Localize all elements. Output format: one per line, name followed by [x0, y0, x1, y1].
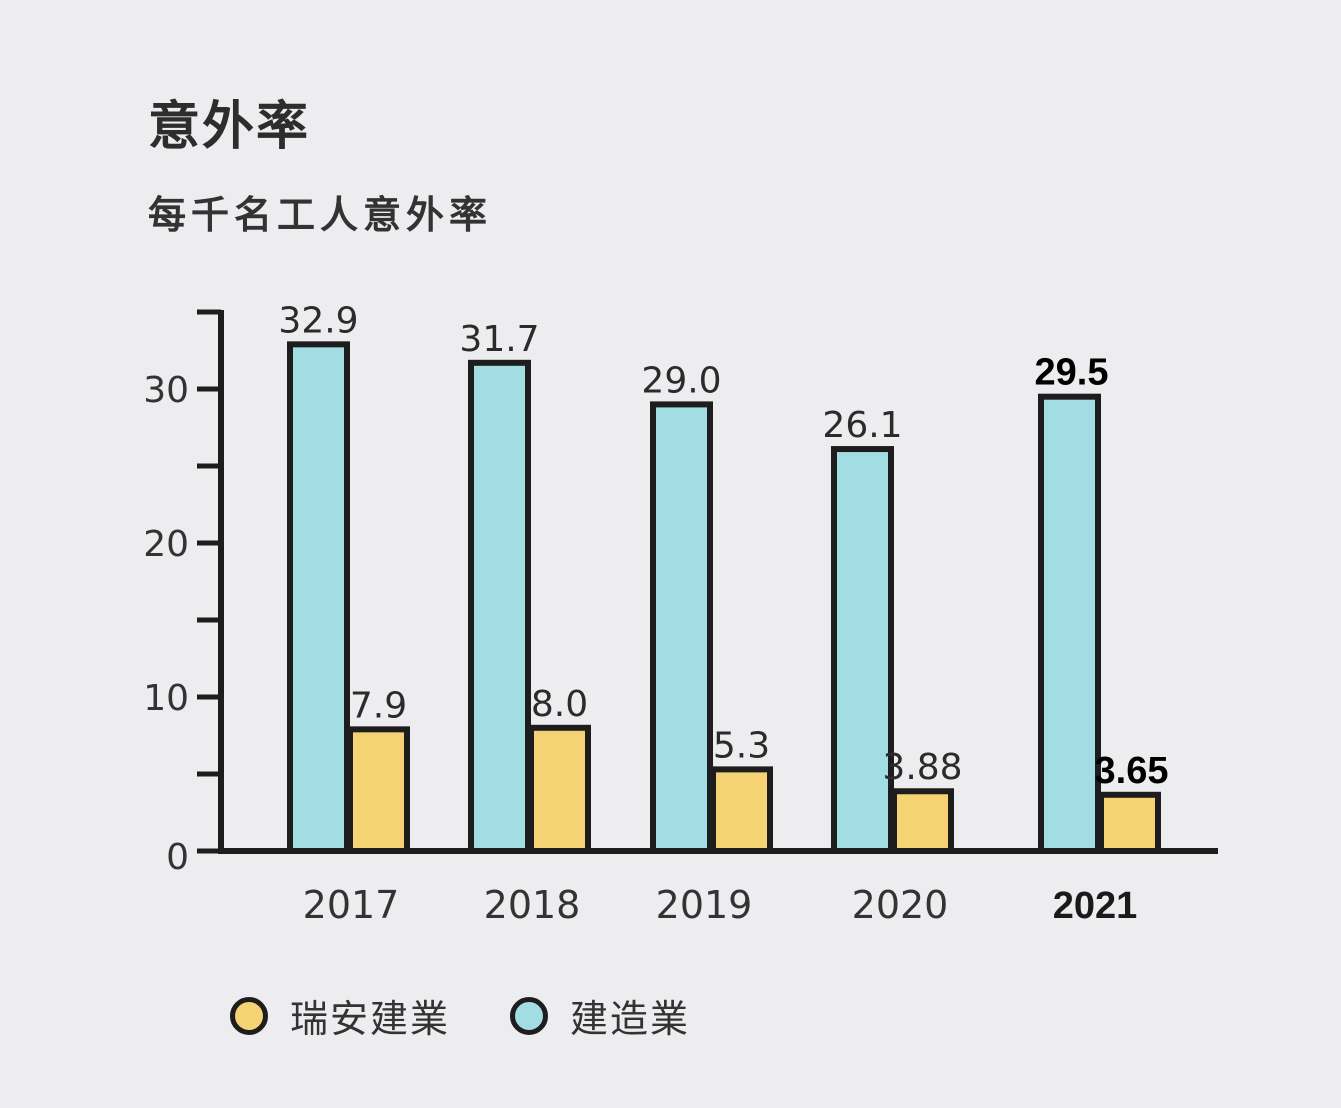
- bar-construction-2019: [650, 401, 713, 854]
- y-tick-label: 0: [166, 837, 189, 878]
- x-tick-label-2019: 2019: [656, 883, 753, 927]
- bar-construction-2017: [287, 341, 350, 854]
- legend-swatch-shui-on: [230, 996, 268, 1035]
- value-label-construction-2020: 26.1: [822, 405, 902, 446]
- chart-title: 意外率: [148, 97, 311, 157]
- bar-shui-on-2020: [891, 788, 954, 854]
- bar-shui-on-2021: [1098, 791, 1161, 854]
- y-tick-label: 10: [143, 678, 189, 719]
- value-label-construction-2017: 32.9: [278, 300, 358, 341]
- bar-shui-on-2017: [347, 726, 410, 855]
- value-label-shui-on-2019: 5.3: [713, 725, 770, 766]
- bar-construction-2018: [468, 359, 531, 854]
- bar-construction-2021: [1038, 393, 1101, 854]
- value-label-construction-2021: 29.5: [1035, 352, 1109, 394]
- bar-shui-on-2018: [528, 724, 591, 854]
- value-label-shui-on-2021: 3.65: [1095, 750, 1169, 792]
- bar-shui-on-2019: [710, 766, 773, 855]
- chart-subtitle: 每千名工人意外率: [148, 193, 493, 237]
- x-tick-label-2021: 2021: [1053, 885, 1138, 927]
- x-tick-label-2020: 2020: [852, 883, 949, 927]
- y-tick-label: 20: [143, 524, 189, 565]
- legend-item-construction: 建造業: [510, 988, 690, 1043]
- legend-label-shui-on: 瑞安建業: [290, 997, 451, 1041]
- value-label-shui-on-2017: 7.9: [350, 685, 407, 726]
- y-tick-label: 30: [143, 370, 189, 411]
- bar-construction-2020: [831, 446, 894, 854]
- legend-swatch-construction: [510, 996, 549, 1035]
- x-tick-label-2017: 2017: [303, 883, 400, 927]
- legend-item-shui-on: 瑞安建業: [230, 988, 450, 1043]
- value-label-shui-on-2020: 3.88: [882, 747, 962, 788]
- x-tick-label-2018: 2018: [484, 883, 581, 927]
- bar-chart: 0 10 20 30 32.9 7.9 2017 31.7 8.0 2018 29.0 5.3 2019…: [143, 300, 1218, 927]
- legend-label-construction: 建造業: [570, 997, 691, 1041]
- legend: 瑞安建業 建造業: [230, 988, 750, 1043]
- value-label-shui-on-2018: 8.0: [531, 684, 588, 725]
- value-label-construction-2018: 31.7: [459, 319, 539, 360]
- value-label-construction-2019: 29.0: [641, 360, 721, 401]
